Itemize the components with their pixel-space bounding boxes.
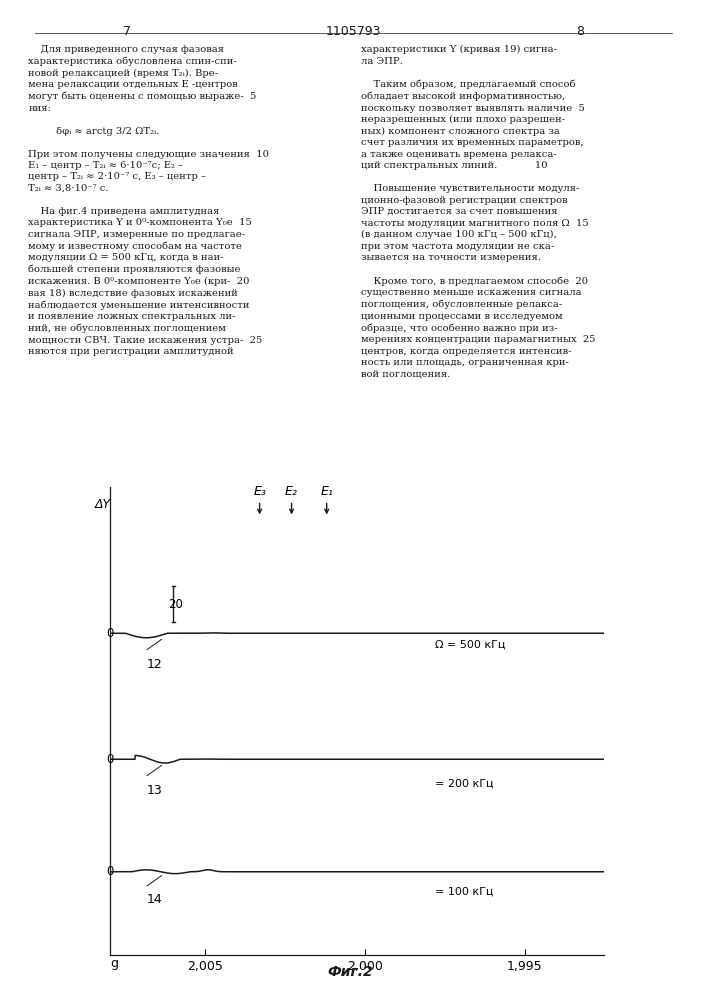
Text: 14: 14	[146, 893, 162, 906]
Text: E₁: E₁	[320, 485, 333, 498]
Text: 0: 0	[106, 627, 113, 640]
Text: Для приведенного случая фазовая
характеристика обусловлена спин-спи-
новой релак: Для приведенного случая фазовая характер…	[28, 45, 269, 356]
Text: Фиг.2: Фиг.2	[327, 965, 373, 979]
Text: E₃: E₃	[253, 485, 266, 498]
Text: 13: 13	[146, 784, 162, 797]
Text: 7: 7	[123, 25, 132, 38]
Text: 0: 0	[106, 753, 113, 766]
Text: = 100 кГц: = 100 кГц	[436, 887, 493, 897]
Text: 12: 12	[146, 658, 162, 671]
Text: 0: 0	[106, 865, 113, 878]
Text: g: g	[110, 957, 118, 970]
Text: = 200 кГц: = 200 кГц	[436, 779, 493, 789]
Text: 8: 8	[575, 25, 584, 38]
Text: 20: 20	[168, 597, 182, 610]
Text: 1105793: 1105793	[326, 25, 381, 38]
Text: характеристики Y (кривая 19) сигна-
ла ЭПР.

    Таким образом, предлагаемый спо: характеристики Y (кривая 19) сигна- ла Э…	[361, 45, 595, 379]
Text: E₂: E₂	[285, 485, 298, 498]
Text: ΔΥ: ΔΥ	[95, 498, 111, 511]
Text: Ω = 500 кГц: Ω = 500 кГц	[436, 640, 506, 650]
